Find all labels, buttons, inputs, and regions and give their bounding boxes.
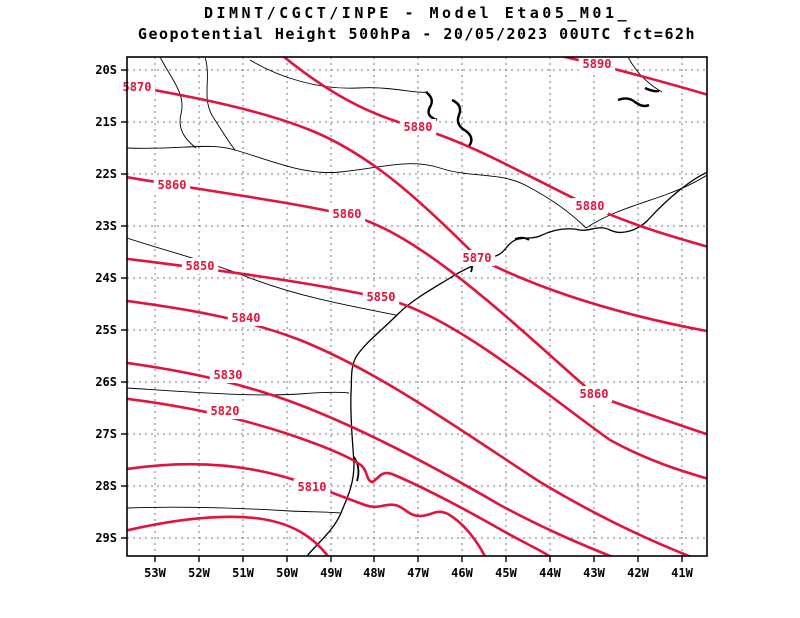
axis-ticks: [121, 69, 683, 562]
state-border: [127, 387, 350, 396]
contour-label: 5850: [367, 290, 396, 304]
state-border: [127, 145, 587, 229]
lon-label: 48W: [363, 566, 385, 580]
contour-label-bg: [227, 310, 265, 326]
contour-label-bg: [362, 289, 400, 305]
contour-label-bg: [458, 250, 496, 266]
state-border: [127, 506, 341, 514]
contour-line-5850: [127, 257, 707, 480]
contour-label-bg: [575, 386, 613, 402]
state-border: [585, 174, 707, 229]
lat-label: 20S: [95, 63, 117, 77]
contour-label: 5840: [232, 311, 261, 325]
lon-label: 50W: [276, 566, 298, 580]
lat-label: 29S: [95, 531, 117, 545]
contour-labels: 5890 5880 5880 5870 5870 5860 5860 5860 5850 5850…: [118, 56, 616, 495]
chart-title: DIMNT/CGCT/INPE - Model Eta05_M01_: [203, 4, 631, 22]
contour-label-bg: [206, 403, 244, 419]
contour-label-bg: [328, 206, 366, 222]
chart-header: DIMNT/CGCT/INPE - Model Eta05_M01_ Geopo…: [17, 6, 800, 42]
contour-label-bg: [181, 258, 219, 274]
lat-label: 28S: [95, 479, 117, 493]
contour-line-5800: [127, 515, 330, 556]
contour-label: 5880: [404, 120, 433, 134]
contour-line-5820: [127, 397, 552, 556]
chart-subtitle: Geopotential Height 500hPa - 20/05/2023 …: [137, 25, 697, 43]
contour-line-5810: [127, 462, 487, 556]
contour-label: 5860: [158, 178, 187, 192]
lat-label: 23S: [95, 219, 117, 233]
lat-label: 22S: [95, 167, 117, 181]
state-border: [249, 59, 429, 93]
axis-labels: 53W 52W 51W 50W 49W 48W 47W 46W 45W 44W 43W 42W 41W 2…: [95, 63, 693, 580]
water-body: [425, 91, 438, 122]
contour-line-5880: [282, 57, 707, 248]
contour-label: 5870: [123, 80, 152, 94]
contour-label: 5850: [186, 259, 215, 273]
contour-label-bg: [293, 479, 331, 495]
contour-label: 5890: [583, 57, 612, 71]
contour-line-5830: [127, 361, 614, 556]
lon-label: 49W: [320, 566, 342, 580]
lon-label: 53W: [144, 566, 166, 580]
state-border: [159, 57, 197, 149]
lon-label: 51W: [232, 566, 254, 580]
contour-line-5890: [559, 57, 707, 96]
island: [514, 236, 530, 241]
island: [353, 456, 360, 482]
lon-label: 52W: [188, 566, 210, 580]
contour-label: 5860: [333, 207, 362, 221]
contour-label: 5870: [463, 251, 492, 265]
state-border: [127, 237, 397, 316]
plot-frame: [126, 56, 708, 557]
contour-label: 5830: [214, 368, 243, 382]
lat-label: 24S: [95, 271, 117, 285]
contour-label-bg: [153, 177, 191, 193]
contour-label: 5860: [580, 387, 609, 401]
contour-label: 5810: [298, 480, 327, 494]
contour-label-bg: [118, 79, 156, 95]
contour-label-bg: [578, 56, 616, 72]
water-body: [617, 97, 650, 108]
lat-label: 27S: [95, 427, 117, 441]
lon-label: 44W: [539, 566, 561, 580]
lon-label: 47W: [407, 566, 429, 580]
contour-label-bg: [209, 367, 247, 383]
lon-label: 41W: [671, 566, 693, 580]
state-border: [204, 57, 236, 151]
lat-label: 26S: [95, 375, 117, 389]
contours: [127, 57, 707, 556]
contour-label-bg: [399, 119, 437, 135]
water-body: [644, 86, 660, 93]
contour-label: 5820: [211, 404, 240, 418]
water-body: [451, 98, 473, 147]
contour-line-5860: [127, 175, 707, 436]
lon-label: 45W: [495, 566, 517, 580]
contour-label: 5880: [576, 199, 605, 213]
lon-label: 46W: [451, 566, 473, 580]
basemap: [127, 57, 707, 556]
lat-label: 21S: [95, 115, 117, 129]
contour-line-5870: [127, 83, 707, 333]
contour-line-5840: [127, 299, 693, 556]
lon-label: 42W: [627, 566, 649, 580]
lon-label: 43W: [583, 566, 605, 580]
lat-label: 25S: [95, 323, 117, 337]
contour-label-bg: [571, 198, 609, 214]
